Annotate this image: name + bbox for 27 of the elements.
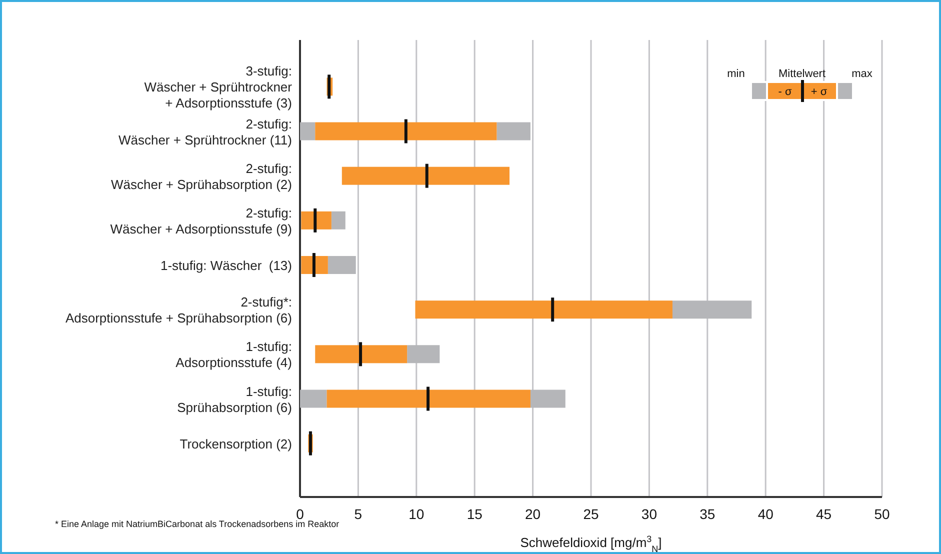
y-tick-label: 1-stufig: Wäscher (13): [160, 258, 292, 273]
x-tick-label: 45: [816, 506, 832, 522]
text: * Eine Anlage mit NatriumBiCarbonat als Trockenadsorbens im Reaktor: [55, 519, 340, 529]
x-tick-label: 0: [296, 506, 304, 522]
annotation: min: [727, 68, 745, 80]
annotation: - σ: [778, 86, 792, 98]
y-tick-label: Trockensorption (2): [180, 436, 292, 452]
x-tick-label: 50: [874, 506, 890, 522]
x-tick-label: 20: [525, 506, 541, 522]
annotation: + σ: [810, 86, 828, 98]
annotation: max: [852, 68, 873, 80]
annotation: Mittelwert: [778, 68, 826, 80]
x-tick-label: 10: [408, 506, 424, 522]
x-tick-label: 30: [641, 506, 658, 522]
x-tick-label: 35: [700, 506, 716, 522]
y-tick-label: 2-stufig: Wäscher + Sprühabsorption (2): [110, 160, 292, 192]
x-tick-label: 15: [466, 506, 483, 522]
x-axis-title: Schwefeldioxid [mg/m$^{3}$$_{N}$]: [520, 534, 662, 554]
y-tick-label: 2-stufig: Wäscher + Sprühtrockner (11): [118, 116, 292, 148]
y-tick-label: 1-stufig: Sprühabsorption (6): [177, 384, 292, 415]
x-tick-label: 5: [354, 506, 362, 522]
y-tick-label: 2-stufig*: Adsorptionsstufe + Sprühabsorption (6): [65, 294, 292, 326]
x-tick-label: 25: [583, 506, 599, 522]
y-tick-label: 3-stufig: Wäscher + Sprühtrockner + Adsorptionsstufe (3): [144, 64, 293, 111]
y-tick-label: 2-stufig: Wäscher + Adsorptionsstufe (9): [110, 205, 292, 236]
y-tick-label: 1-stufig: Adsorptionsstufe (4): [176, 339, 292, 370]
x-tick-label: 40: [758, 506, 774, 522]
